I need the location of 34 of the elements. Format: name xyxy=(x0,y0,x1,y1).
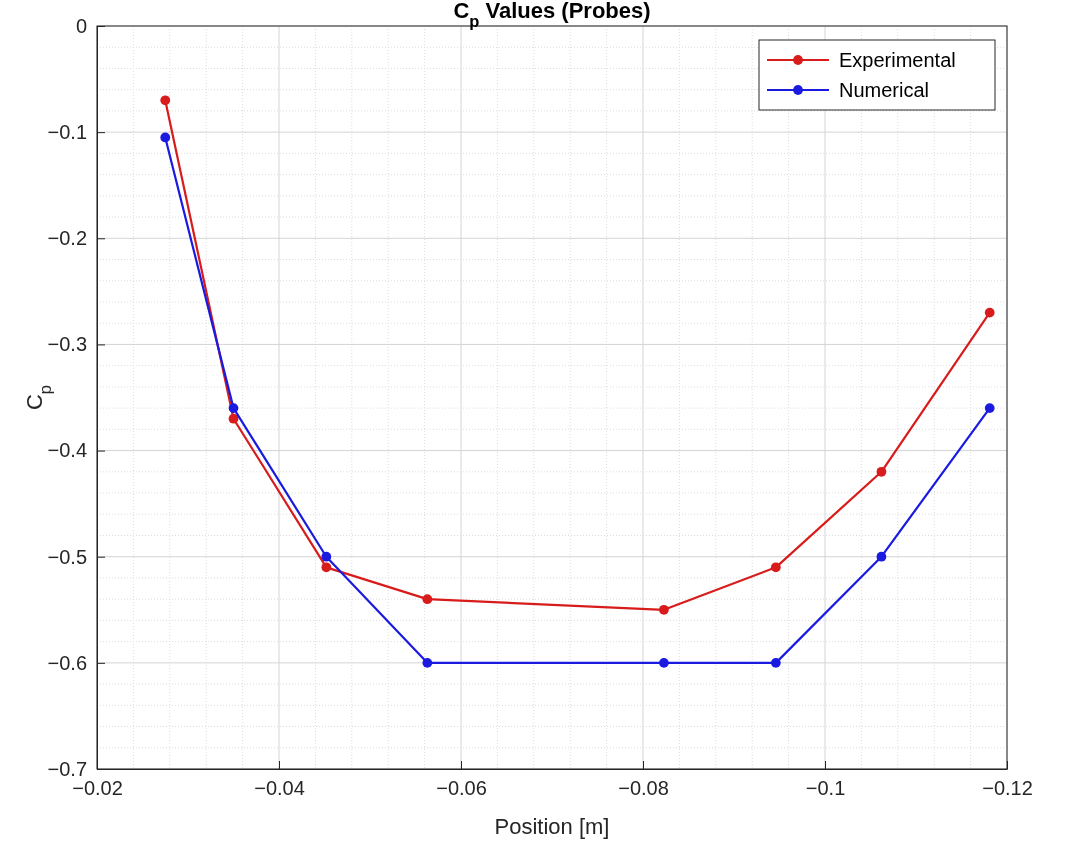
point xyxy=(770,657,781,668)
y-tick-label: −0.7 xyxy=(47,757,87,780)
x-tick-label: −0.1 xyxy=(805,777,846,800)
x-tick-label: −0.04 xyxy=(254,777,305,800)
point xyxy=(321,562,332,573)
y-tick-label: −0.4 xyxy=(47,439,87,462)
point xyxy=(160,132,171,143)
y-tick-label: −0.3 xyxy=(47,333,87,356)
y-tick-label: −0.2 xyxy=(47,227,87,250)
point xyxy=(659,657,669,668)
chart-title: C$_{p}$ Values (Probes) xyxy=(453,0,651,30)
point xyxy=(770,562,781,573)
y-tick-label: 0 xyxy=(75,14,87,37)
point xyxy=(422,657,433,668)
x-tick-label: −0.06 xyxy=(436,777,487,800)
y-tick-label: −0.6 xyxy=(47,651,87,674)
point xyxy=(876,466,887,477)
y-tick-label: −0.5 xyxy=(47,545,87,568)
x-tick-label: −0.02 xyxy=(72,777,123,800)
point xyxy=(321,551,332,562)
point xyxy=(228,413,239,424)
y-tick-label: −0.1 xyxy=(47,121,87,144)
x-axis-title: Position [m] xyxy=(494,814,610,839)
x-tick-label: −0.12 xyxy=(982,777,1033,800)
point xyxy=(160,95,171,106)
point xyxy=(984,403,995,413)
x-tick-label: −0.08 xyxy=(618,777,669,800)
point xyxy=(659,604,669,615)
legend-label: Experimental xyxy=(839,49,956,71)
legend-label: Numerical xyxy=(839,79,930,101)
point xyxy=(984,307,995,318)
point xyxy=(228,403,239,413)
point xyxy=(876,551,887,562)
point xyxy=(422,594,433,605)
